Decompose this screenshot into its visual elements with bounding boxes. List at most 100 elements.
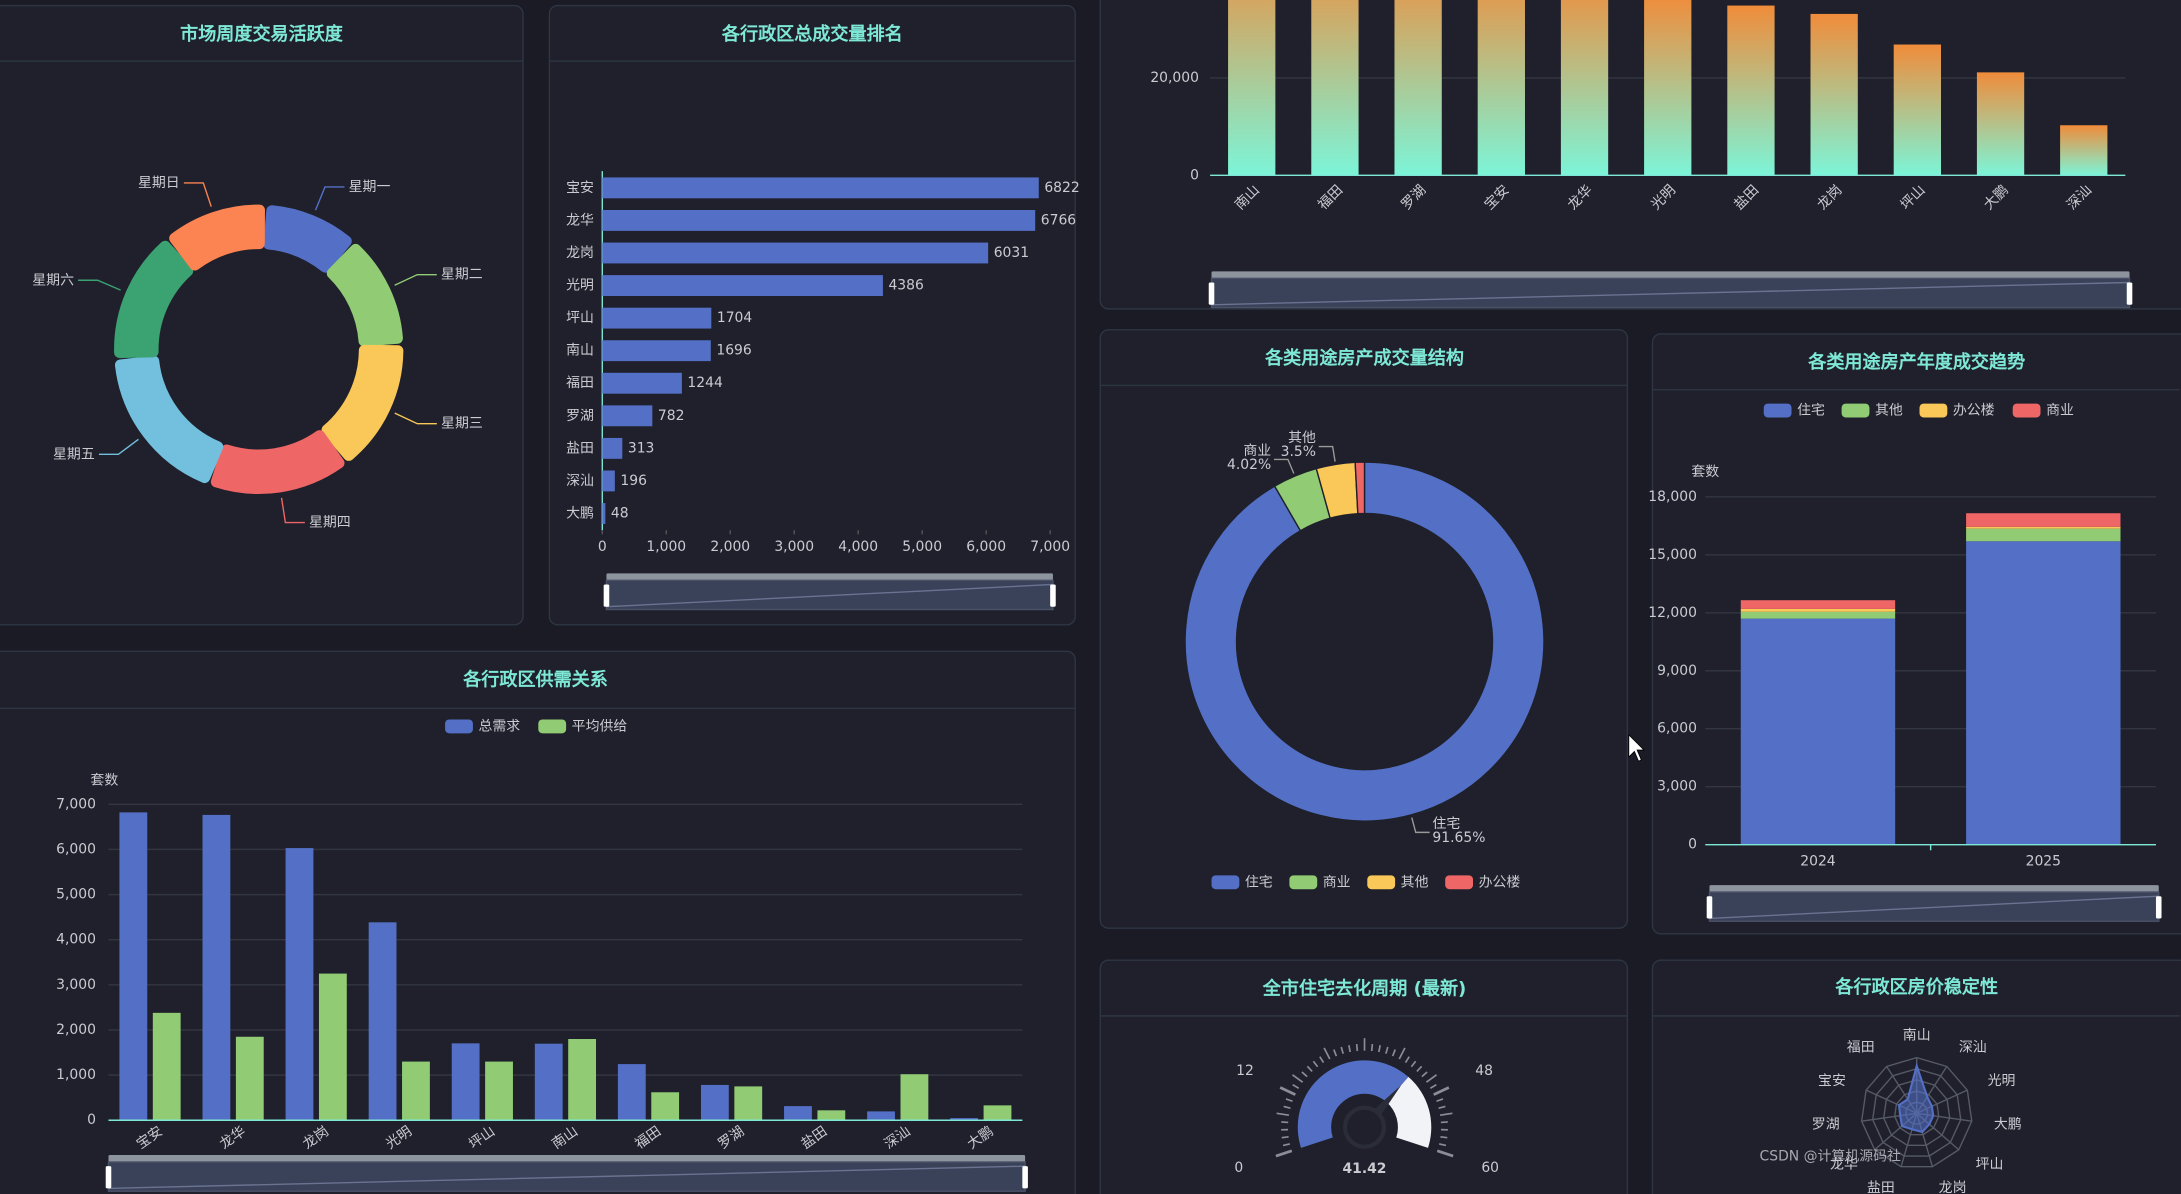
leader-line: [98, 438, 139, 456]
gauge-tick: [1275, 1149, 1293, 1158]
leader-line: [394, 412, 437, 425]
zoom-handle: [603, 584, 610, 607]
zoom-handle: [2126, 282, 2133, 305]
chart-title: 各行政区供需关系: [462, 668, 608, 690]
bar: [485, 1061, 513, 1121]
y-tick-label: 福田: [566, 375, 594, 391]
y-tick-label: 深汕: [566, 473, 594, 489]
gauge-tick-label: 12: [1236, 1063, 1254, 1079]
bar: [235, 1036, 264, 1121]
leader-line: [183, 182, 212, 207]
gauge-minor-tick: [1436, 1098, 1444, 1103]
gauge-minor-tick: [1439, 1112, 1453, 1117]
radar-ring: [1871, 1068, 1962, 1157]
legend-swatch: [1367, 875, 1396, 890]
radar-ring: [1893, 1090, 1940, 1136]
rose-segment: [321, 344, 404, 461]
bar-segment: [1740, 611, 1896, 619]
zoom-preview: [606, 583, 1053, 608]
bar: [451, 1043, 480, 1121]
gauge-minor-tick: [1438, 1143, 1447, 1147]
leader-line: [1411, 817, 1430, 834]
gauge-minor-tick: [1285, 1098, 1293, 1103]
x-tick-label: 7,000: [1030, 539, 1070, 555]
gauge-minor-tick: [1440, 1135, 1448, 1139]
slice-label: 星期一: [349, 179, 391, 195]
legend-swatch: [1289, 875, 1318, 890]
gauge-minor-tick: [1429, 1083, 1437, 1089]
bar: [983, 1105, 1012, 1121]
y-tick-label: 3,000: [1657, 779, 1697, 795]
bar-segment: [1740, 608, 1896, 612]
slice-label: 星期五: [53, 446, 95, 462]
legend-label: 住宅: [1245, 874, 1273, 890]
zoom-preview: [1211, 281, 2130, 306]
gauge-minor-tick: [1301, 1071, 1308, 1078]
radar-label: 龙华: [1830, 1156, 1858, 1172]
bar: [2060, 125, 2108, 176]
gauge-tick-label: 0: [1234, 1160, 1243, 1176]
gauge-minor-tick: [1421, 1071, 1428, 1078]
y-tick-label: 15,000: [1648, 547, 1697, 563]
rose-segment: [326, 243, 403, 347]
slice-label: 住宅: [1432, 816, 1460, 832]
gauge-minor-tick: [1282, 1143, 1291, 1147]
bar: [867, 1111, 895, 1121]
gauge-minor-tick: [1416, 1065, 1423, 1072]
y-tick-label: 18,000: [1648, 489, 1697, 505]
bar: [602, 470, 615, 492]
gauge-minor-tick: [1281, 1135, 1289, 1139]
gauge-tick: [1279, 1086, 1296, 1096]
slice-label: 星期二: [441, 267, 483, 283]
gauge-minor-tick: [1312, 1060, 1319, 1068]
leader-line: [394, 273, 437, 286]
gauge-value: 41.42: [1343, 1161, 1387, 1177]
y-tick-label: 0: [1190, 167, 1199, 183]
radar-label: 盐田: [1867, 1180, 1895, 1194]
bar: [1976, 72, 2025, 176]
x-tick-label: 2024: [1800, 853, 1836, 869]
bar: [368, 922, 397, 1121]
rose-segment: [210, 430, 345, 494]
bar: [285, 848, 314, 1121]
leader-line: [1318, 445, 1336, 462]
zoom-preview: [108, 1165, 1026, 1190]
radar-label: 大鹏: [1994, 1116, 2022, 1132]
legend-label: 其他: [1401, 874, 1429, 890]
value-label: 1696: [716, 343, 751, 359]
axis-title: 套数: [1691, 464, 1719, 480]
gauge-minor-tick: [1355, 1043, 1359, 1052]
bar: [950, 1118, 979, 1121]
y-tick-label: 大鹏: [566, 506, 594, 522]
gauge-minor-tick: [1323, 1047, 1331, 1060]
value-label: 6766: [1041, 212, 1076, 228]
value-label: 6031: [994, 245, 1029, 261]
gauge-minor-tick: [1391, 1049, 1397, 1057]
bar: [602, 307, 712, 329]
radar-label: 南山: [1903, 1027, 1931, 1043]
bar-segment: [1966, 541, 2121, 845]
slice-label: 星期四: [309, 515, 351, 531]
bar: [602, 242, 989, 264]
bar: [651, 1092, 680, 1121]
y-tick-label: 2,000: [56, 1022, 96, 1038]
slice-value: 3.5%: [1281, 444, 1316, 460]
rose-segment: [114, 240, 194, 359]
legend-swatch: [1763, 403, 1792, 418]
leader-line: [1273, 458, 1295, 474]
gauge-tick-label: 48: [1475, 1063, 1493, 1079]
y-tick-label: 宝安: [566, 180, 594, 196]
y-tick-label: 盐田: [566, 440, 594, 456]
value-label: 6822: [1044, 180, 1079, 196]
zoom-track: [1211, 271, 2130, 279]
bar-segment: [1740, 618, 1896, 845]
gauge-rest: [1386, 1076, 1432, 1148]
y-tick-label: 9,000: [1657, 663, 1697, 679]
rose-segment: [263, 205, 352, 273]
bar: [1644, 0, 1692, 176]
panel: [0, 650, 1076, 1194]
y-tick-label: 龙华: [566, 212, 594, 228]
x-tick-label: 0: [598, 539, 607, 555]
legend-label: 住宅: [1797, 403, 1825, 419]
